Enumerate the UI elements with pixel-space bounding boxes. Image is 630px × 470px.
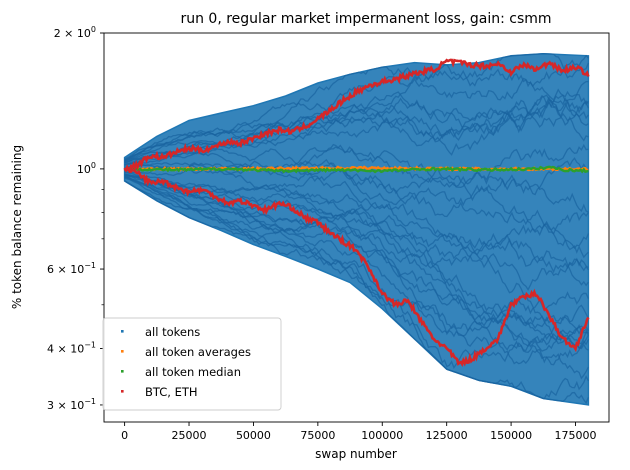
all-tokens-walk: [124, 53, 590, 160]
all-tokens-walk: [124, 173, 589, 291]
legend-box: [102, 317, 282, 411]
x-tick-label: 175000: [555, 429, 597, 442]
legend-label: all token median: [145, 365, 241, 379]
legend-marker: [121, 350, 124, 353]
legend-label: all tokens: [145, 325, 200, 339]
x-axis: 0 25000 50000 75000 100000 125000 150000 175000: [121, 422, 597, 442]
legend-label: all token averages: [145, 345, 251, 359]
y-tick-label: 3 × 10−1: [47, 397, 96, 412]
all-tokens-walk: [124, 68, 589, 162]
all-tokens-walk: [124, 173, 589, 351]
legend: all tokens all token averages all token me…: [102, 317, 282, 411]
all-tokens-walk: [124, 180, 590, 405]
plot-area: [123, 52, 590, 406]
all-tokens-walk: [124, 173, 589, 341]
x-tick-label: 25000: [172, 429, 207, 442]
all-tokens-walk: [124, 80, 589, 164]
all-tokens-walk: [124, 143, 589, 213]
legend-marker: [121, 390, 124, 393]
x-tick-label: 100000: [361, 429, 403, 442]
y-axis-label: % token balance remaining: [10, 145, 24, 309]
all-tokens-walk: [124, 100, 589, 166]
x-tick-label: 150000: [490, 429, 532, 442]
all-tokens-walk: [124, 158, 590, 250]
y-tick-label: 4 × 10−1: [47, 341, 96, 356]
all-tokens-walk: [124, 175, 589, 349]
chart-title: run 0, regular market impermanent loss, …: [180, 11, 551, 27]
legend-marker: [121, 370, 124, 373]
x-tick-label: 125000: [426, 429, 468, 442]
all-tokens-walk: [124, 143, 589, 195]
x-tick-label: 0: [121, 429, 128, 442]
x-axis-label: swap number: [315, 447, 397, 461]
legend-label: BTC, ETH: [145, 385, 198, 399]
x-tick-label: 75000: [300, 429, 335, 442]
x-tick-label: 50000: [236, 429, 271, 442]
legend-marker: [121, 330, 124, 333]
y-tick-label: 6 × 10−1: [47, 261, 96, 276]
all-tokens-walk: [124, 171, 589, 324]
all-tokens-walk: [124, 175, 589, 352]
btc-eth-line-lower: [123, 164, 590, 368]
y-axis: 2 × 100 100 6 × 10−1 4 × 10−1 3 × 10−1: [47, 25, 104, 412]
plot-series: [123, 52, 590, 406]
btc-eth-line-upper: [123, 58, 590, 172]
plot-frame: [103, 32, 610, 423]
y-tick-label: 2 × 100: [54, 25, 96, 40]
all-tokens-walk: [124, 176, 589, 352]
all-token-median-line: [124, 165, 589, 174]
y-tick-label: 100: [77, 161, 96, 176]
all-tokens-walk: [124, 91, 590, 162]
